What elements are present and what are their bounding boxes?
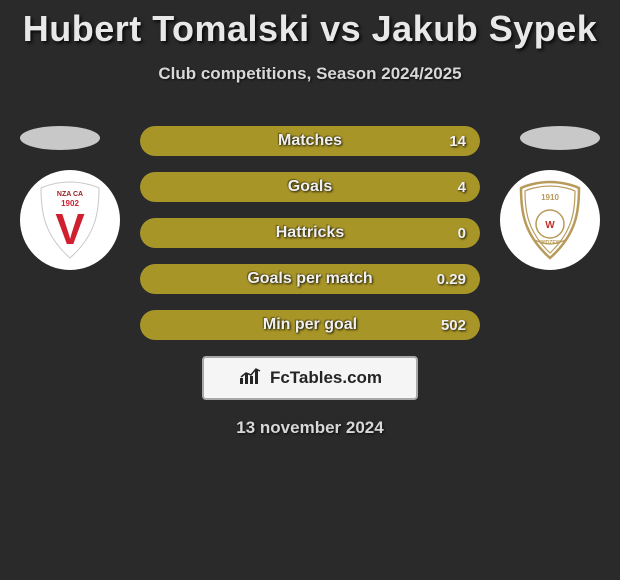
stat-bar-value: 14 bbox=[449, 126, 466, 156]
stat-bar-label: Hattricks bbox=[140, 218, 480, 248]
stat-bar-value: 502 bbox=[441, 310, 466, 340]
svg-text:W: W bbox=[545, 220, 555, 231]
stat-bar-value: 0 bbox=[458, 218, 466, 248]
stat-bar: Hattricks0 bbox=[140, 218, 480, 248]
page-title: Hubert Tomalski vs Jakub Sypek bbox=[0, 0, 620, 50]
stat-bar-label: Matches bbox=[140, 126, 480, 156]
right-platform-ellipse bbox=[520, 126, 600, 150]
svg-text:1910: 1910 bbox=[541, 193, 559, 202]
svg-text:V: V bbox=[55, 205, 85, 254]
stat-bar-value: 4 bbox=[458, 172, 466, 202]
fctables-logo[interactable]: FcTables.com bbox=[202, 356, 418, 400]
right-club-crest-icon: 1910 W WIDZEW bbox=[517, 180, 583, 260]
left-platform-ellipse bbox=[20, 126, 100, 150]
page-subtitle: Club competitions, Season 2024/2025 bbox=[0, 64, 620, 84]
stat-bar: Goals per match0.29 bbox=[140, 264, 480, 294]
svg-text:NZA CA: NZA CA bbox=[57, 191, 83, 198]
snapshot-date: 13 november 2024 bbox=[0, 418, 620, 438]
stat-bar-value: 0.29 bbox=[437, 264, 466, 294]
left-club-crest-icon: NZA CA 1902 V bbox=[37, 180, 103, 260]
right-club-badge: 1910 W WIDZEW bbox=[500, 170, 600, 270]
stat-bar-label: Min per goal bbox=[140, 310, 480, 340]
svg-text:WIDZEW: WIDZEW bbox=[540, 240, 561, 246]
stat-bar: Matches14 bbox=[140, 126, 480, 156]
fctables-logo-text: FcTables.com bbox=[270, 368, 382, 388]
stats-area: NZA CA 1902 V 1910 W WIDZEW Matches14 bbox=[0, 126, 620, 340]
stat-bar-label: Goals per match bbox=[140, 264, 480, 294]
fctables-chart-icon bbox=[238, 366, 264, 391]
comparison-card: Hubert Tomalski vs Jakub Sypek Club comp… bbox=[0, 0, 620, 438]
stat-bar: Min per goal502 bbox=[140, 310, 480, 340]
stat-bar: Goals4 bbox=[140, 172, 480, 202]
stat-bar-label: Goals bbox=[140, 172, 480, 202]
left-club-badge: NZA CA 1902 V bbox=[20, 170, 120, 270]
